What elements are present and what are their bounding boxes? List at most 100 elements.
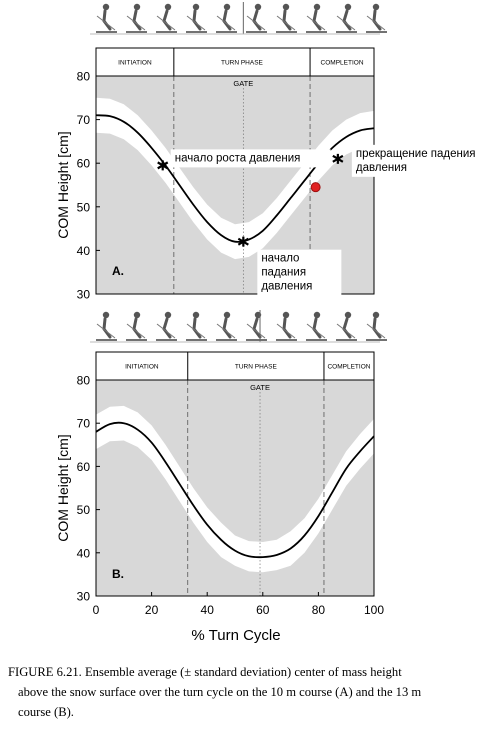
skier-figure [246, 311, 267, 341]
skier-figure [336, 3, 357, 33]
plot-border [95, 75, 375, 295]
star-marker [157, 160, 169, 171]
y-tick-label: 60 [77, 157, 91, 171]
skier-figure [96, 3, 117, 33]
x-tick-label: 40 [201, 603, 215, 617]
caption-line-1: FIGURE 6.21. Ensemble average (± standar… [8, 665, 402, 679]
skier-body [372, 317, 382, 339]
skier-figure [366, 311, 387, 341]
skier-body [312, 9, 322, 31]
annotation-label: прекращение падения [356, 148, 476, 160]
star-marker [237, 236, 249, 247]
x-tick-label: 60 [256, 603, 270, 617]
skier-figure [186, 3, 207, 33]
panel-b: INITIATION TURN PHASE COMPLETION GATE 30 40 50… [55, 310, 387, 617]
skier-pole [276, 323, 296, 339]
skier-figure [336, 311, 357, 341]
phase-label: TURN PHASE [235, 364, 278, 371]
phase-label: TURN PHASE [221, 60, 264, 67]
skier-head [254, 3, 262, 11]
skier-body [342, 9, 352, 31]
skier-pole [216, 15, 236, 31]
skier-head [192, 3, 200, 11]
phase-label: COMPLETION [327, 364, 370, 371]
skier-head [372, 311, 380, 319]
skier-body [192, 9, 202, 31]
skier-figure [156, 311, 177, 341]
skier-figure [216, 3, 237, 33]
skier-body [312, 317, 322, 339]
skier-pole [306, 323, 326, 339]
red-marker-dot [310, 182, 321, 193]
skier-body [252, 9, 262, 31]
y-tick-label: 40 [77, 546, 91, 560]
y-tick-label: 40 [77, 244, 91, 258]
y-tick-label: 80 [77, 374, 91, 388]
phase-header: INITIATION TURN PHASE COMPLETION [95, 351, 375, 381]
panel-label: B. [112, 567, 124, 581]
skier-figure [126, 3, 147, 33]
skier-sequence [90, 310, 387, 343]
skier-body [132, 9, 142, 31]
skier-figure [276, 311, 297, 341]
annotation-box [351, 144, 502, 177]
skier-body [222, 317, 232, 339]
annotation-box [257, 249, 342, 296]
skier-pole [306, 15, 326, 31]
skier-pole [186, 15, 206, 31]
skier-figure [186, 311, 207, 341]
skier-figure [96, 311, 117, 341]
skier-body [222, 9, 232, 31]
annotation-label: давления [261, 281, 312, 293]
panel-label: A. [112, 264, 124, 278]
y-tick-label: 50 [77, 503, 91, 517]
x-tick-label: 80 [312, 603, 326, 617]
y-tick-label: 80 [77, 70, 91, 84]
skier-head [282, 311, 290, 319]
x-tick-label: 100 [364, 603, 384, 617]
star-marker [332, 153, 344, 164]
skier-head [102, 311, 110, 319]
skier-pole [126, 323, 146, 339]
caption-line-2: above the snow surface over the turn cyc… [18, 685, 422, 699]
skier-head [223, 3, 231, 11]
phase-header-box [95, 47, 375, 77]
skier-body [102, 9, 112, 31]
skier-pole [216, 323, 236, 339]
phase-header-box [95, 351, 375, 381]
skier-body [162, 317, 172, 339]
phase-label: INITIATION [118, 60, 152, 67]
phase-header: INITIATION TURN PHASE COMPLETION [95, 47, 375, 77]
gate-label: GATE [233, 79, 253, 88]
x-tick-label: 0 [93, 603, 100, 617]
skier-pole [156, 15, 176, 31]
skier-pole [336, 323, 356, 339]
skier-figure [126, 311, 147, 341]
skier-sequence [90, 2, 387, 35]
x-axis-title: % Turn Cycle [191, 627, 280, 644]
skier-pole [366, 323, 386, 339]
gate-label: GATE [250, 383, 270, 392]
y-tick-label: 50 [77, 200, 91, 214]
phase-label: INITIATION [125, 364, 159, 371]
skier-pole [186, 323, 206, 339]
skier-head [192, 311, 200, 319]
skier-body [132, 317, 142, 339]
skier-pole [246, 15, 266, 31]
skier-pole [126, 15, 146, 31]
skier-head [372, 3, 380, 11]
skier-body [342, 317, 352, 339]
skier-pole [336, 15, 356, 31]
skier-body [162, 9, 172, 31]
skier-figure [246, 3, 267, 33]
y-axis-title: COM Height [cm] [55, 131, 71, 238]
skier-head [344, 3, 352, 11]
skier-figure [366, 3, 387, 33]
skier-body [282, 9, 292, 31]
y-tick-label: 60 [77, 460, 91, 474]
skier-pole [156, 323, 176, 339]
skier-figure [276, 3, 297, 33]
y-tick-label: 70 [77, 113, 91, 127]
caption-line-3: course (B). [18, 705, 74, 719]
skier-head [223, 311, 231, 319]
